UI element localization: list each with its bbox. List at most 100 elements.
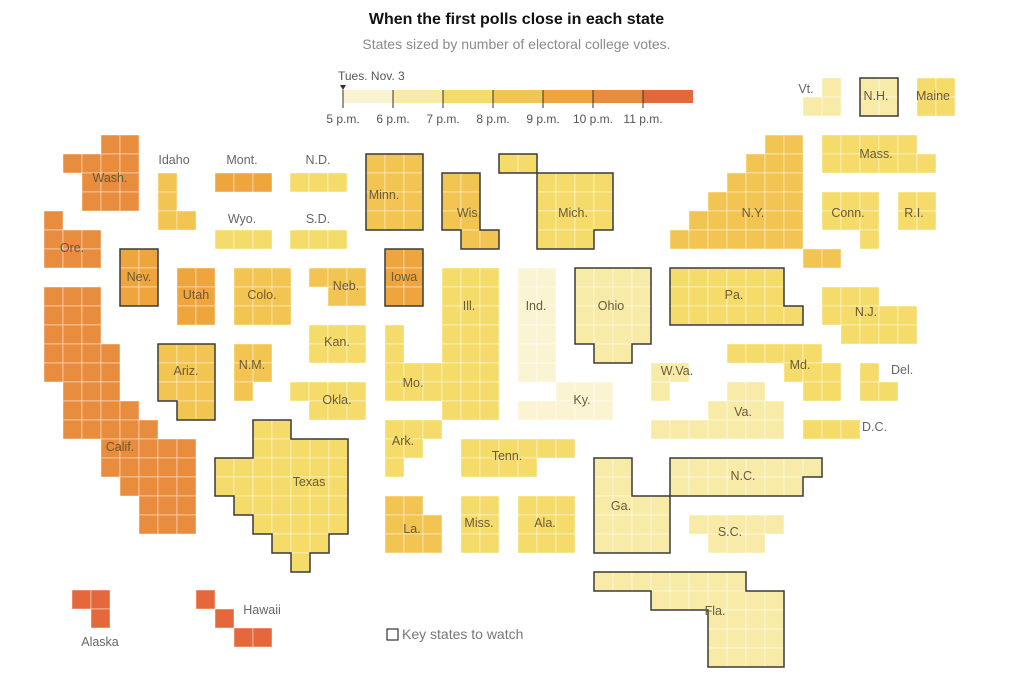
electoral-vote-tile [764, 343, 785, 364]
state-pa[interactable]: Pa. [669, 267, 804, 326]
electoral-vote-tile [43, 210, 64, 231]
state-sd[interactable]: S.D. [289, 212, 348, 250]
electoral-vote-tile [631, 495, 652, 516]
state-label: Ore. [60, 241, 84, 255]
electoral-vote-tile [214, 608, 235, 629]
state-ri[interactable]: R.I. [897, 191, 937, 231]
electoral-vote-tile [195, 267, 216, 288]
state-calif[interactable]: Calif. [43, 286, 197, 535]
state-idaho[interactable]: Idaho [157, 153, 197, 231]
state-kan[interactable]: Kan. [308, 324, 367, 364]
state-ga[interactable]: Ga. [593, 457, 671, 554]
electoral-vote-tile [346, 400, 367, 421]
electoral-vote-tile [176, 210, 197, 231]
electoral-vote-tile [157, 476, 178, 497]
state-ark[interactable]: Ark. [384, 419, 443, 478]
state-conn[interactable]: Conn. [821, 191, 880, 250]
electoral-vote-tile [252, 457, 273, 478]
state-texas[interactable]: Texas [214, 419, 349, 573]
electoral-vote-tile [764, 172, 785, 193]
state-wis[interactable]: Wis. [441, 172, 500, 250]
state-iowa[interactable]: Iowa [384, 248, 424, 307]
electoral-vote-tile [707, 267, 728, 288]
electoral-vote-tile [783, 134, 804, 155]
state-vt[interactable]: Vt. [798, 77, 842, 117]
electoral-vote-tile [726, 267, 747, 288]
electoral-vote-tile [707, 191, 728, 212]
state-nc[interactable]: N.C. [669, 457, 823, 497]
state-tenn[interactable]: Tenn. [460, 438, 576, 478]
state-mass[interactable]: Mass. [821, 134, 937, 174]
state-maine[interactable]: Maine [916, 77, 956, 117]
state-md[interactable]: Md. [726, 343, 842, 402]
state-la[interactable]: La. [384, 495, 443, 554]
electoral-vote-tile [328, 438, 349, 459]
state-label: Va. [734, 405, 752, 419]
state-wyo[interactable]: Wyo. [214, 212, 273, 250]
electoral-vote-tile [745, 419, 766, 440]
state-ala[interactable]: Ala. [517, 495, 576, 554]
electoral-vote-tile [688, 457, 709, 478]
state-va[interactable]: Va. [650, 381, 785, 440]
electoral-vote-tile [290, 438, 311, 459]
state-label: Maine [916, 89, 950, 103]
state-mo[interactable]: Mo. [384, 324, 443, 402]
state-fla[interactable]: Fla. [593, 571, 785, 668]
state-label: D.C. [862, 420, 887, 434]
electoral-vote-tile [688, 305, 709, 326]
electoral-vote-tile [536, 172, 557, 193]
state-ore[interactable]: Ore. [43, 210, 102, 269]
electoral-vote-tile [233, 267, 254, 288]
electoral-vote-tile [688, 514, 709, 535]
state-alaska[interactable]: Alaska [71, 589, 119, 649]
state-sc[interactable]: S.C. [688, 514, 785, 554]
legend-tick-label: 7 p.m. [426, 112, 459, 126]
electoral-vote-tile [271, 419, 292, 440]
state-neb[interactable]: Neb. [308, 267, 367, 307]
state-del[interactable]: Del. [859, 362, 913, 402]
state-okla[interactable]: Okla. [289, 381, 367, 421]
state-label: Mont. [226, 153, 257, 167]
state-colo[interactable]: Colo. [233, 267, 292, 326]
electoral-vote-tile [593, 172, 614, 193]
state-nm[interactable]: N.M. [233, 343, 273, 402]
state-ohio[interactable]: Ohio [574, 267, 652, 364]
electoral-vote-tile [612, 343, 633, 364]
state-ill[interactable]: Ill. [441, 267, 500, 421]
electoral-vote-tile [593, 514, 614, 535]
state-label: Miss. [464, 516, 493, 530]
state-nj[interactable]: N.J. [821, 286, 918, 345]
electoral-vote-tile [764, 210, 785, 231]
state-nd[interactable]: N.D. [289, 153, 348, 193]
state-wva[interactable]: W.Va. [650, 362, 693, 402]
state-nev[interactable]: Nev. [119, 248, 159, 307]
state-hawaii[interactable]: Hawaii [195, 589, 281, 648]
electoral-vote-tile [764, 229, 785, 250]
state-ny[interactable]: N.Y. [669, 134, 842, 269]
electoral-vote-tile [384, 533, 405, 554]
electoral-vote-tile [271, 514, 292, 535]
state-utah[interactable]: Utah [176, 267, 216, 326]
state-nh[interactable]: N.H. [859, 77, 899, 117]
state-minn[interactable]: Minn. [365, 153, 424, 231]
electoral-vote-tile [214, 172, 235, 193]
state-mont[interactable]: Mont. [214, 153, 273, 193]
state-ariz[interactable]: Ariz. [157, 343, 216, 421]
electoral-vote-tile [100, 400, 121, 421]
electoral-vote-tile [916, 210, 937, 231]
electoral-vote-tile [290, 514, 311, 535]
electoral-vote-tile [669, 267, 690, 288]
state-label: Mass. [859, 147, 892, 161]
state-miss[interactable]: Miss. [460, 495, 500, 554]
electoral-vote-tile [536, 495, 557, 516]
state-mich[interactable]: Mich. [498, 153, 614, 250]
state-ky[interactable]: Ky. [517, 381, 614, 421]
state-dc[interactable]: D.C. [802, 419, 887, 440]
electoral-vote-tile [536, 400, 557, 421]
electoral-vote-tile [821, 362, 842, 383]
electoral-vote-tile [441, 286, 462, 307]
electoral-vote-tile [384, 286, 405, 307]
state-label: Ohio [598, 299, 624, 313]
state-ind[interactable]: Ind. [517, 267, 557, 383]
state-wash[interactable]: Wash. [62, 134, 140, 212]
